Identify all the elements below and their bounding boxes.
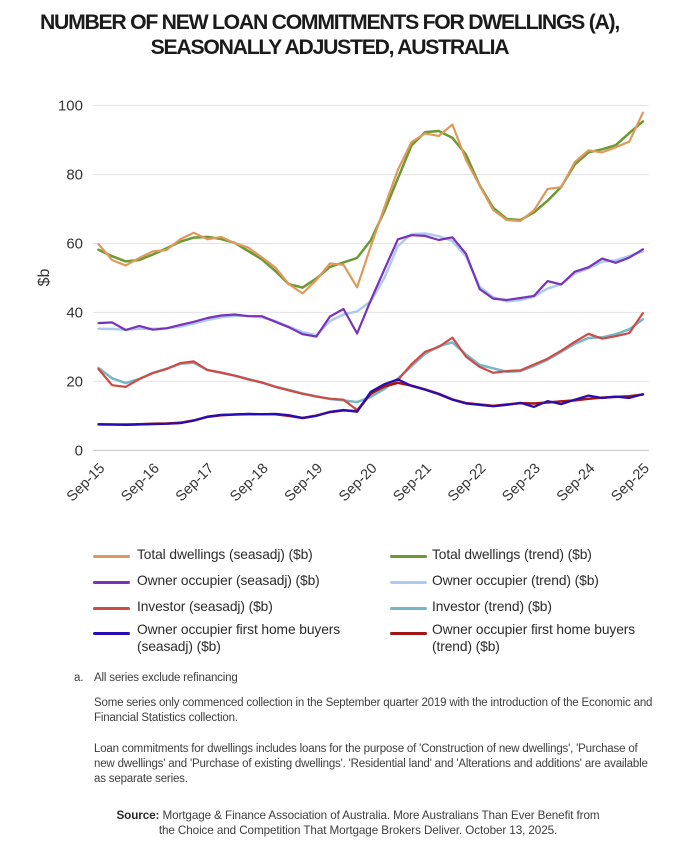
svg-text:20: 20 xyxy=(66,373,83,390)
svg-text:Sep-15: Sep-15 xyxy=(64,461,108,505)
svg-text:0: 0 xyxy=(75,442,83,459)
svg-text:80: 80 xyxy=(66,167,83,184)
svg-text:Sep-24: Sep-24 xyxy=(554,461,598,505)
svg-text:40: 40 xyxy=(66,304,83,321)
svg-text:Sep-21: Sep-21 xyxy=(391,461,435,505)
svg-text:Sep-18: Sep-18 xyxy=(227,461,271,505)
svg-text:$b: $b xyxy=(36,269,53,287)
svg-text:Sep-25: Sep-25 xyxy=(608,461,652,505)
svg-text:Sep-19: Sep-19 xyxy=(282,461,326,505)
svg-text:Sep-16: Sep-16 xyxy=(118,461,162,505)
svg-text:Sep-20: Sep-20 xyxy=(336,461,380,505)
svg-text:60: 60 xyxy=(66,236,83,253)
svg-text:Sep-22: Sep-22 xyxy=(445,461,489,505)
svg-text:Sep-23: Sep-23 xyxy=(499,461,543,505)
svg-text:100: 100 xyxy=(58,98,83,115)
svg-text:Sep-17: Sep-17 xyxy=(173,461,217,505)
